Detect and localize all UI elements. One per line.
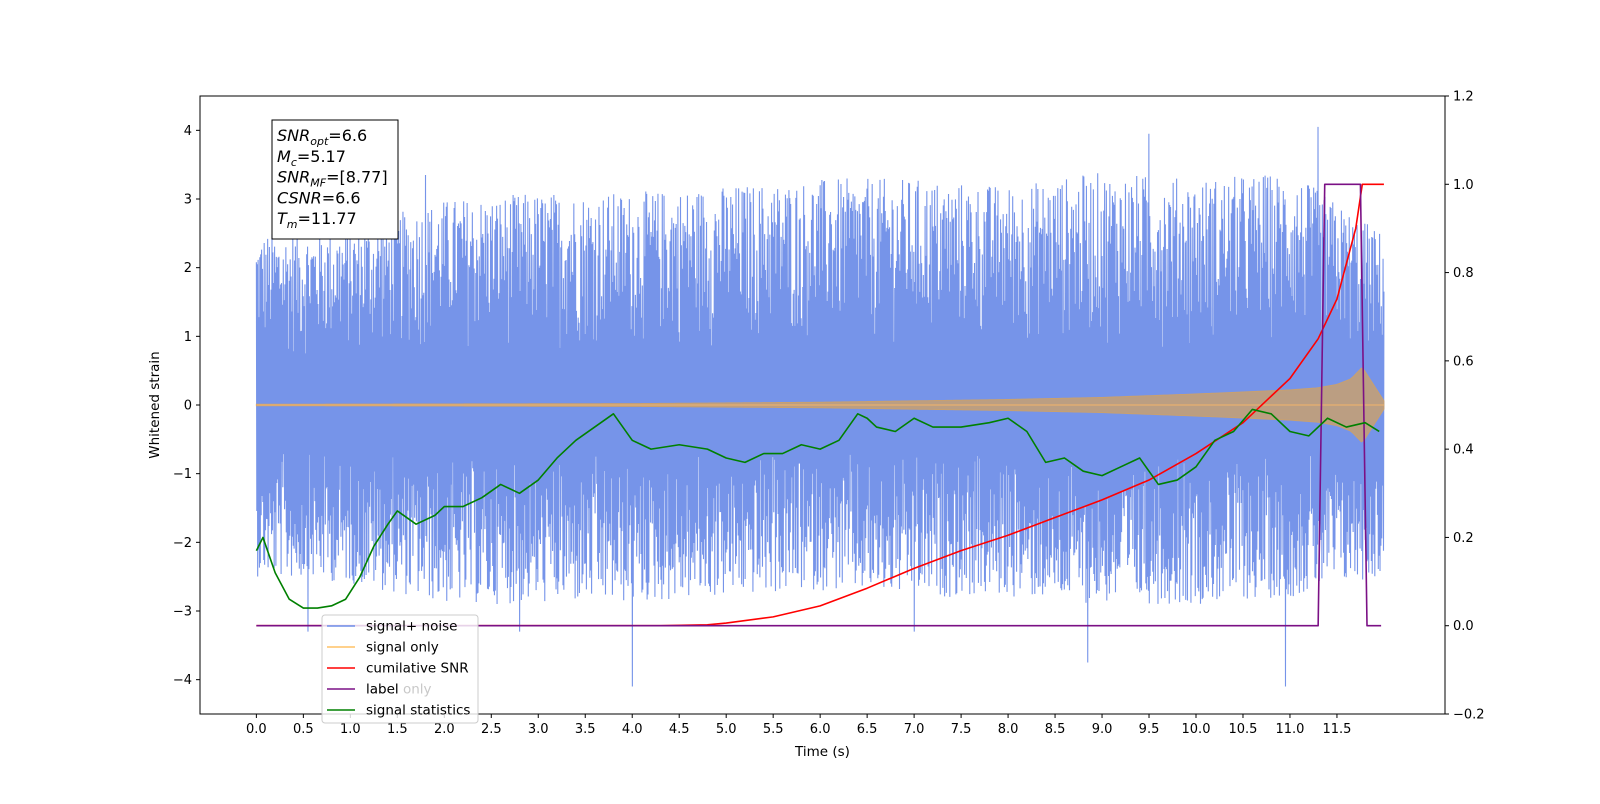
x-tick-label: 4.0 <box>622 722 643 737</box>
y2-axis-ticks: 1.2 1.0 0.8 0.6 0.4 0.2 0.0 −0.2 <box>1445 90 1485 723</box>
legend-label: label <box>366 682 399 698</box>
y2-tick-label: 0.2 <box>1453 531 1474 546</box>
x-tick-label: 6.0 <box>810 722 831 737</box>
legend-label: signal statistics <box>366 703 470 719</box>
x-tick-label: 2.0 <box>434 722 455 737</box>
x-tick-label: 1.0 <box>340 722 361 737</box>
y-tick-label: −2 <box>173 536 192 551</box>
x-tick-label: 11.0 <box>1275 722 1304 737</box>
y-tick-label: 0 <box>184 399 192 414</box>
y-tick-label: −4 <box>173 673 192 688</box>
x-tick-label: 9.5 <box>1139 722 1160 737</box>
x-tick-label: 8.0 <box>998 722 1019 737</box>
y2-tick-label: 0.0 <box>1453 619 1474 634</box>
y-tick-label: 3 <box>184 193 192 208</box>
x-tick-label: 0.0 <box>246 722 267 737</box>
legend: signal+ noise signal only cumilative SNR la… <box>321 614 479 724</box>
y-tick-label: −3 <box>173 605 192 620</box>
signal-statistics-layer <box>255 408 1380 609</box>
label-line <box>256 183 1382 627</box>
signal-noise-layer <box>255 126 1385 687</box>
x-tick-label: 7.5 <box>951 722 972 737</box>
signal-statistics-line <box>255 408 1380 609</box>
y2-tick-label: 0.8 <box>1453 266 1474 281</box>
cumulative-snr-layer <box>256 183 1384 627</box>
y-axis-ticks: 4 3 2 1 0 −1 −2 −3 −4 <box>173 124 200 688</box>
y2-tick-label: 0.4 <box>1453 443 1474 458</box>
y-tick-label: 2 <box>184 261 192 276</box>
legend-label: signal+ noise <box>366 619 457 635</box>
info-box-line: Tm=11.77 <box>277 209 357 231</box>
legend-label: signal only <box>366 640 439 656</box>
signal-noise-line <box>255 126 1385 687</box>
y-tick-label: −1 <box>173 467 192 482</box>
legend-frame <box>321 614 479 724</box>
x-tick-label: 7.0 <box>904 722 925 737</box>
signal-only-layer <box>255 367 1385 443</box>
legend-label: cumilative SNR <box>366 661 469 677</box>
cumulative-snr-line <box>256 183 1384 627</box>
y-tick-label: 1 <box>184 330 192 345</box>
y2-tick-label: 1.2 <box>1453 90 1474 105</box>
label-layer <box>256 183 1382 627</box>
y-tick-label: 4 <box>184 124 192 139</box>
info-box-line: SNRopt=6.6 <box>277 126 367 148</box>
x-tick-label: 0.5 <box>293 722 314 737</box>
x-tick-label: 11.5 <box>1322 722 1351 737</box>
info-box-frame <box>271 119 399 240</box>
x-tick-label: 10.0 <box>1182 722 1211 737</box>
x-axis-label: Time (s) <box>794 744 850 760</box>
x-tick-label: 9.0 <box>1092 722 1113 737</box>
y2-tick-label: 0.6 <box>1453 354 1474 369</box>
x-axis-ticks: 0.0 0.5 1.0 1.5 2.0 2.5 3.0 3.5 4.0 4.5 5.0 5.5 6.0 6… <box>246 714 1351 737</box>
info-box-line: CSNR=6.6 <box>277 188 361 207</box>
x-tick-label: 2.5 <box>481 722 502 737</box>
x-tick-label: 3.0 <box>528 722 549 737</box>
x-tick-label: 3.5 <box>575 722 596 737</box>
x-tick-label: 8.5 <box>1045 722 1066 737</box>
y2-tick-label: 1.0 <box>1453 178 1474 193</box>
y2-tick-label: −0.2 <box>1453 708 1485 723</box>
y-axis-label: Whitened strain <box>147 351 163 458</box>
x-tick-label: 10.5 <box>1229 722 1258 737</box>
info-box-line: Mc=5.17 <box>277 147 346 169</box>
x-tick-label: 6.5 <box>857 722 878 737</box>
x-tick-label: 5.0 <box>716 722 737 737</box>
x-tick-label: 5.5 <box>763 722 784 737</box>
info-box-line: SNRMF=[8.77] <box>277 168 388 190</box>
legend-hidden-label: label only <box>366 682 432 698</box>
x-tick-label: 1.5 <box>387 722 408 737</box>
x-tick-label: 4.5 <box>669 722 690 737</box>
